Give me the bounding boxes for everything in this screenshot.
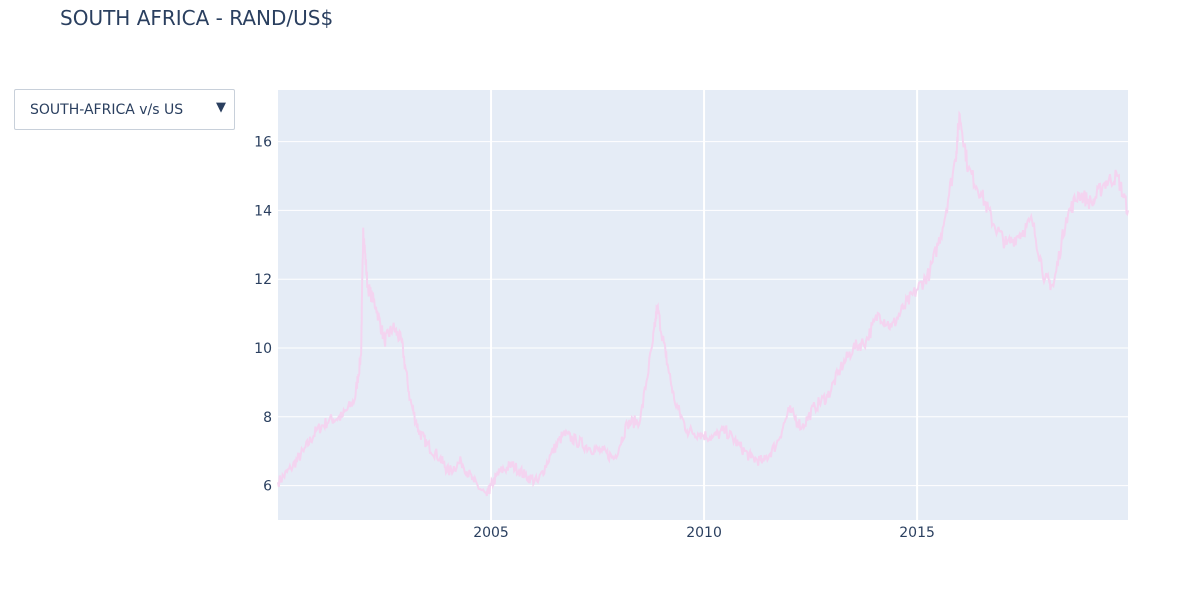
y-tick-label: 8 — [263, 410, 272, 426]
country-pair-dropdown[interactable]: SOUTH-AFRICA v/s US ▼ — [14, 89, 235, 130]
y-axis-ticks: 6 8 10 12 14 16 — [254, 135, 272, 495]
y-tick-label: 10 — [254, 341, 272, 357]
y-gridlines — [278, 141, 1128, 487]
dropdown-selected-label: SOUTH-AFRICA v/s US — [30, 102, 184, 118]
x-tick-label: 2005 — [473, 525, 509, 541]
x-axis-ticks: 2005 2010 2015 — [473, 525, 935, 541]
y-tick-label: 12 — [254, 272, 272, 288]
page-title: SOUTH AFRICA - RAND/US$ — [60, 6, 334, 30]
rand-usd-series-line — [277, 110, 1129, 497]
x-gridlines — [490, 90, 919, 520]
x-tick-label: 2015 — [899, 525, 935, 541]
y-tick-label: 14 — [254, 203, 272, 219]
plot-area[interactable] — [278, 90, 1128, 520]
y-tick-label: 6 — [263, 479, 272, 495]
y-tick-label: 16 — [254, 135, 272, 151]
triangle-down-icon[interactable]: ▼ — [216, 100, 226, 115]
x-tick-label: 2010 — [686, 525, 722, 541]
